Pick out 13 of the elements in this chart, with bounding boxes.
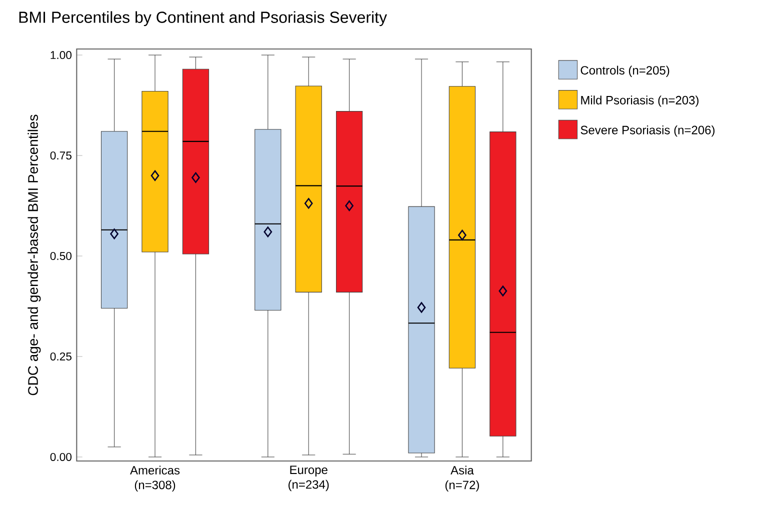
y-tick-label: 0.25 [50,352,72,360]
y-tick-label: 0.75 [50,152,72,160]
y-tick-label: 0.50 [50,252,72,260]
y-tick-label: 1.00 [50,51,72,60]
chart-title: BMI Percentiles by Continent and Psoriasis Severity [19,11,388,26]
y-tick-label: 0.00 [50,452,72,461]
x-tick-label: Europe (n=234) [288,466,329,492]
y-axis-title: CDC age- and gender-based BMI Percentiles [28,114,41,396]
legend-label: Controls (n=205) [580,66,670,77]
x-tick-label: Americas (n=308) [130,466,180,492]
x-tick-label: Asia (n=72) [445,466,479,492]
legend-label: Mild Psoriasis (n=203) [581,96,698,107]
legend-label: Severe Psoriasis (n=206) [580,125,715,137]
